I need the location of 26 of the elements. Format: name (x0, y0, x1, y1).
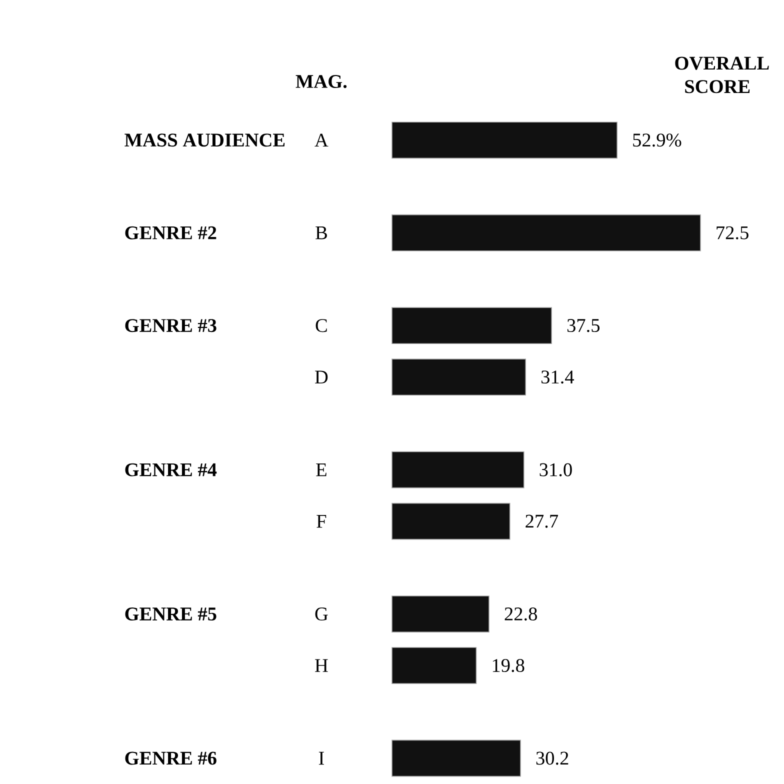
y-tick-label: C (316, 319, 327, 332)
y-tick-label: D (315, 370, 328, 384)
data-label: 31.4 (541, 370, 574, 384)
data-label: 31.0 (540, 463, 572, 476)
data-label: 72.5 (716, 226, 748, 240)
y-tick-label: G (315, 608, 328, 621)
y-tick-label: H (315, 659, 328, 672)
text: MASS AUDIENCE (124, 134, 285, 147)
data-label: 22.8 (504, 607, 537, 621)
data-label: 30.2 (536, 752, 568, 765)
text: GENRE #5 (125, 608, 216, 621)
x-axis-title: OVERALL SCORE (675, 56, 769, 94)
y-tick-label: E (316, 463, 326, 476)
y-tick-label: B (316, 226, 327, 240)
y-tick-label: F (316, 514, 326, 528)
data-label: 37.5 (567, 319, 600, 332)
y-tick-label: A (314, 134, 328, 147)
text: GENRE #4 (125, 463, 217, 476)
data-label: 19.8 (492, 658, 524, 672)
text: GENRE #2 (125, 226, 216, 240)
data-label: 27.7 (526, 514, 558, 528)
data-label: 52.9% (633, 134, 682, 147)
text: GENRE #3 (125, 319, 216, 332)
y-axis-title: MAG. (296, 75, 347, 88)
text: GENRE #6 (125, 752, 216, 765)
y-tick-label: I (318, 752, 324, 765)
